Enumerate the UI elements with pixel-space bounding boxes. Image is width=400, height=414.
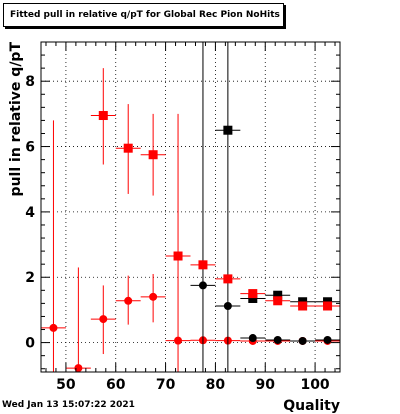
- data-point: [315, 301, 340, 311]
- y-tick-label: 8: [25, 74, 35, 90]
- chart-title: Fitted pull in relative q/pT for Global …: [3, 3, 284, 27]
- y-axis-label: pull in relative q/pT: [8, 42, 24, 197]
- data-point: [115, 275, 141, 325]
- data-point: [315, 335, 340, 344]
- point-marker: [173, 251, 183, 261]
- data-point: [165, 113, 191, 372]
- y-tick-label: 2: [25, 270, 35, 286]
- point-marker: [99, 315, 108, 324]
- data-point: [265, 335, 291, 344]
- point-marker: [198, 260, 208, 270]
- point-marker: [273, 290, 283, 300]
- data-point: [190, 260, 216, 270]
- x-tick-label: 90: [256, 377, 276, 393]
- axes: 50 60 70 80 90 100 0 2 4 6 8: [25, 42, 340, 393]
- data-marks: [41, 42, 340, 373]
- point-marker: [323, 335, 332, 344]
- point-marker: [298, 336, 307, 345]
- data-point: [290, 336, 316, 345]
- data-point: [190, 42, 216, 372]
- data-point: [215, 42, 241, 372]
- x-tick-label: 60: [106, 377, 126, 393]
- x-tick-label: 100: [300, 377, 329, 393]
- point-marker: [223, 274, 233, 284]
- point-marker: [149, 292, 158, 301]
- data-point: [140, 273, 166, 323]
- point-marker: [223, 125, 233, 135]
- data-point: [90, 68, 116, 165]
- x-tick-label: 80: [206, 377, 226, 393]
- point-marker: [174, 336, 183, 345]
- x-axis-label: Quality: [283, 398, 340, 414]
- plot-frame: [40, 41, 341, 373]
- point-marker: [273, 335, 282, 344]
- point-marker: [248, 293, 258, 303]
- data-point: [165, 251, 191, 261]
- point-marker: [124, 296, 133, 305]
- data-point: [115, 104, 141, 194]
- y-tick-label: 6: [25, 140, 35, 156]
- data-point: [265, 290, 291, 300]
- data-point: [215, 125, 241, 135]
- point-marker: [273, 296, 283, 306]
- point-marker: [298, 301, 308, 311]
- point-marker: [123, 143, 133, 153]
- data-point: [240, 293, 266, 303]
- x-tick-label: 50: [56, 377, 76, 393]
- data-point: [265, 296, 291, 306]
- data-point: [290, 301, 316, 311]
- point-marker: [248, 289, 258, 299]
- y-tick-label: 4: [25, 205, 35, 221]
- point-marker: [323, 301, 333, 311]
- point-marker: [198, 281, 207, 290]
- point-marker: [223, 302, 232, 310]
- data-point: [240, 334, 266, 343]
- y-tick-label: 0: [25, 336, 35, 352]
- x-tick-label: 70: [156, 377, 176, 393]
- point-marker: [98, 111, 108, 121]
- data-point: [140, 113, 166, 196]
- point-marker: [248, 334, 257, 343]
- data-point: [65, 267, 91, 373]
- point-marker: [49, 323, 58, 332]
- timestamp: Wed Jan 13 15:07:22 2021: [2, 400, 135, 410]
- data-point: [90, 285, 116, 355]
- point-marker: [148, 150, 158, 160]
- data-point: [41, 120, 66, 372]
- grid-lines: [41, 42, 340, 372]
- data-point: [215, 274, 241, 284]
- data-point: [240, 289, 266, 299]
